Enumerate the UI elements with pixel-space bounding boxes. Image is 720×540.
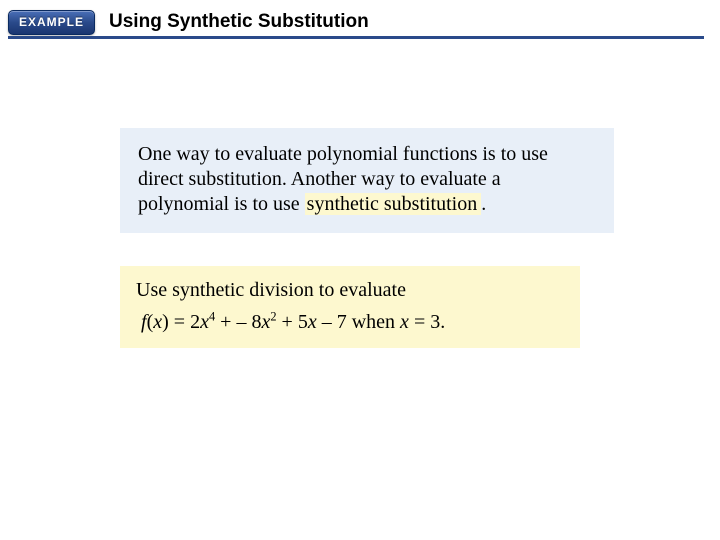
x-2: x <box>261 311 270 333</box>
intro-highlight: synthetic substitution <box>305 193 482 215</box>
coef-1: 2 <box>190 311 200 333</box>
neg-sign: – <box>236 311 251 333</box>
header-row: EXAMPLE Using Synthetic Substitution <box>8 8 704 36</box>
when-text: when <box>347 311 400 333</box>
problem-math: f(x) = 2x4 + – 8x2 + 5x – 7 when x = 3. <box>136 311 564 334</box>
const-term: 7 <box>337 311 347 333</box>
intro-box: One way to evaluate polynomial functions… <box>120 128 614 233</box>
title-underline <box>8 36 704 39</box>
plus-2: + <box>277 311 298 333</box>
problem-line1: Use synthetic division to evaluate <box>136 278 564 303</box>
x-eq: x <box>400 311 409 333</box>
problem-box: Use synthetic division to evaluate f(x) … <box>120 266 580 348</box>
example-badge-label: EXAMPLE <box>19 15 84 29</box>
x-3: x <box>308 311 317 333</box>
x-1: x <box>200 311 209 333</box>
value-3: 3. <box>430 311 445 333</box>
coef-2: 8 <box>251 311 261 333</box>
intro-text: One way to evaluate polynomial functions… <box>138 143 548 215</box>
intro-period: . <box>481 193 486 215</box>
coef-3: 5 <box>298 311 308 333</box>
plus-1: + <box>215 311 236 333</box>
eq-sign: = <box>169 311 190 333</box>
paren-close: ) <box>162 311 169 333</box>
minus: – <box>317 311 337 333</box>
page-title: Using Synthetic Substitution <box>109 11 369 33</box>
eq-sign-2: = <box>409 311 430 333</box>
example-badge: EXAMPLE <box>8 10 95 35</box>
var-x-arg: x <box>153 311 162 333</box>
